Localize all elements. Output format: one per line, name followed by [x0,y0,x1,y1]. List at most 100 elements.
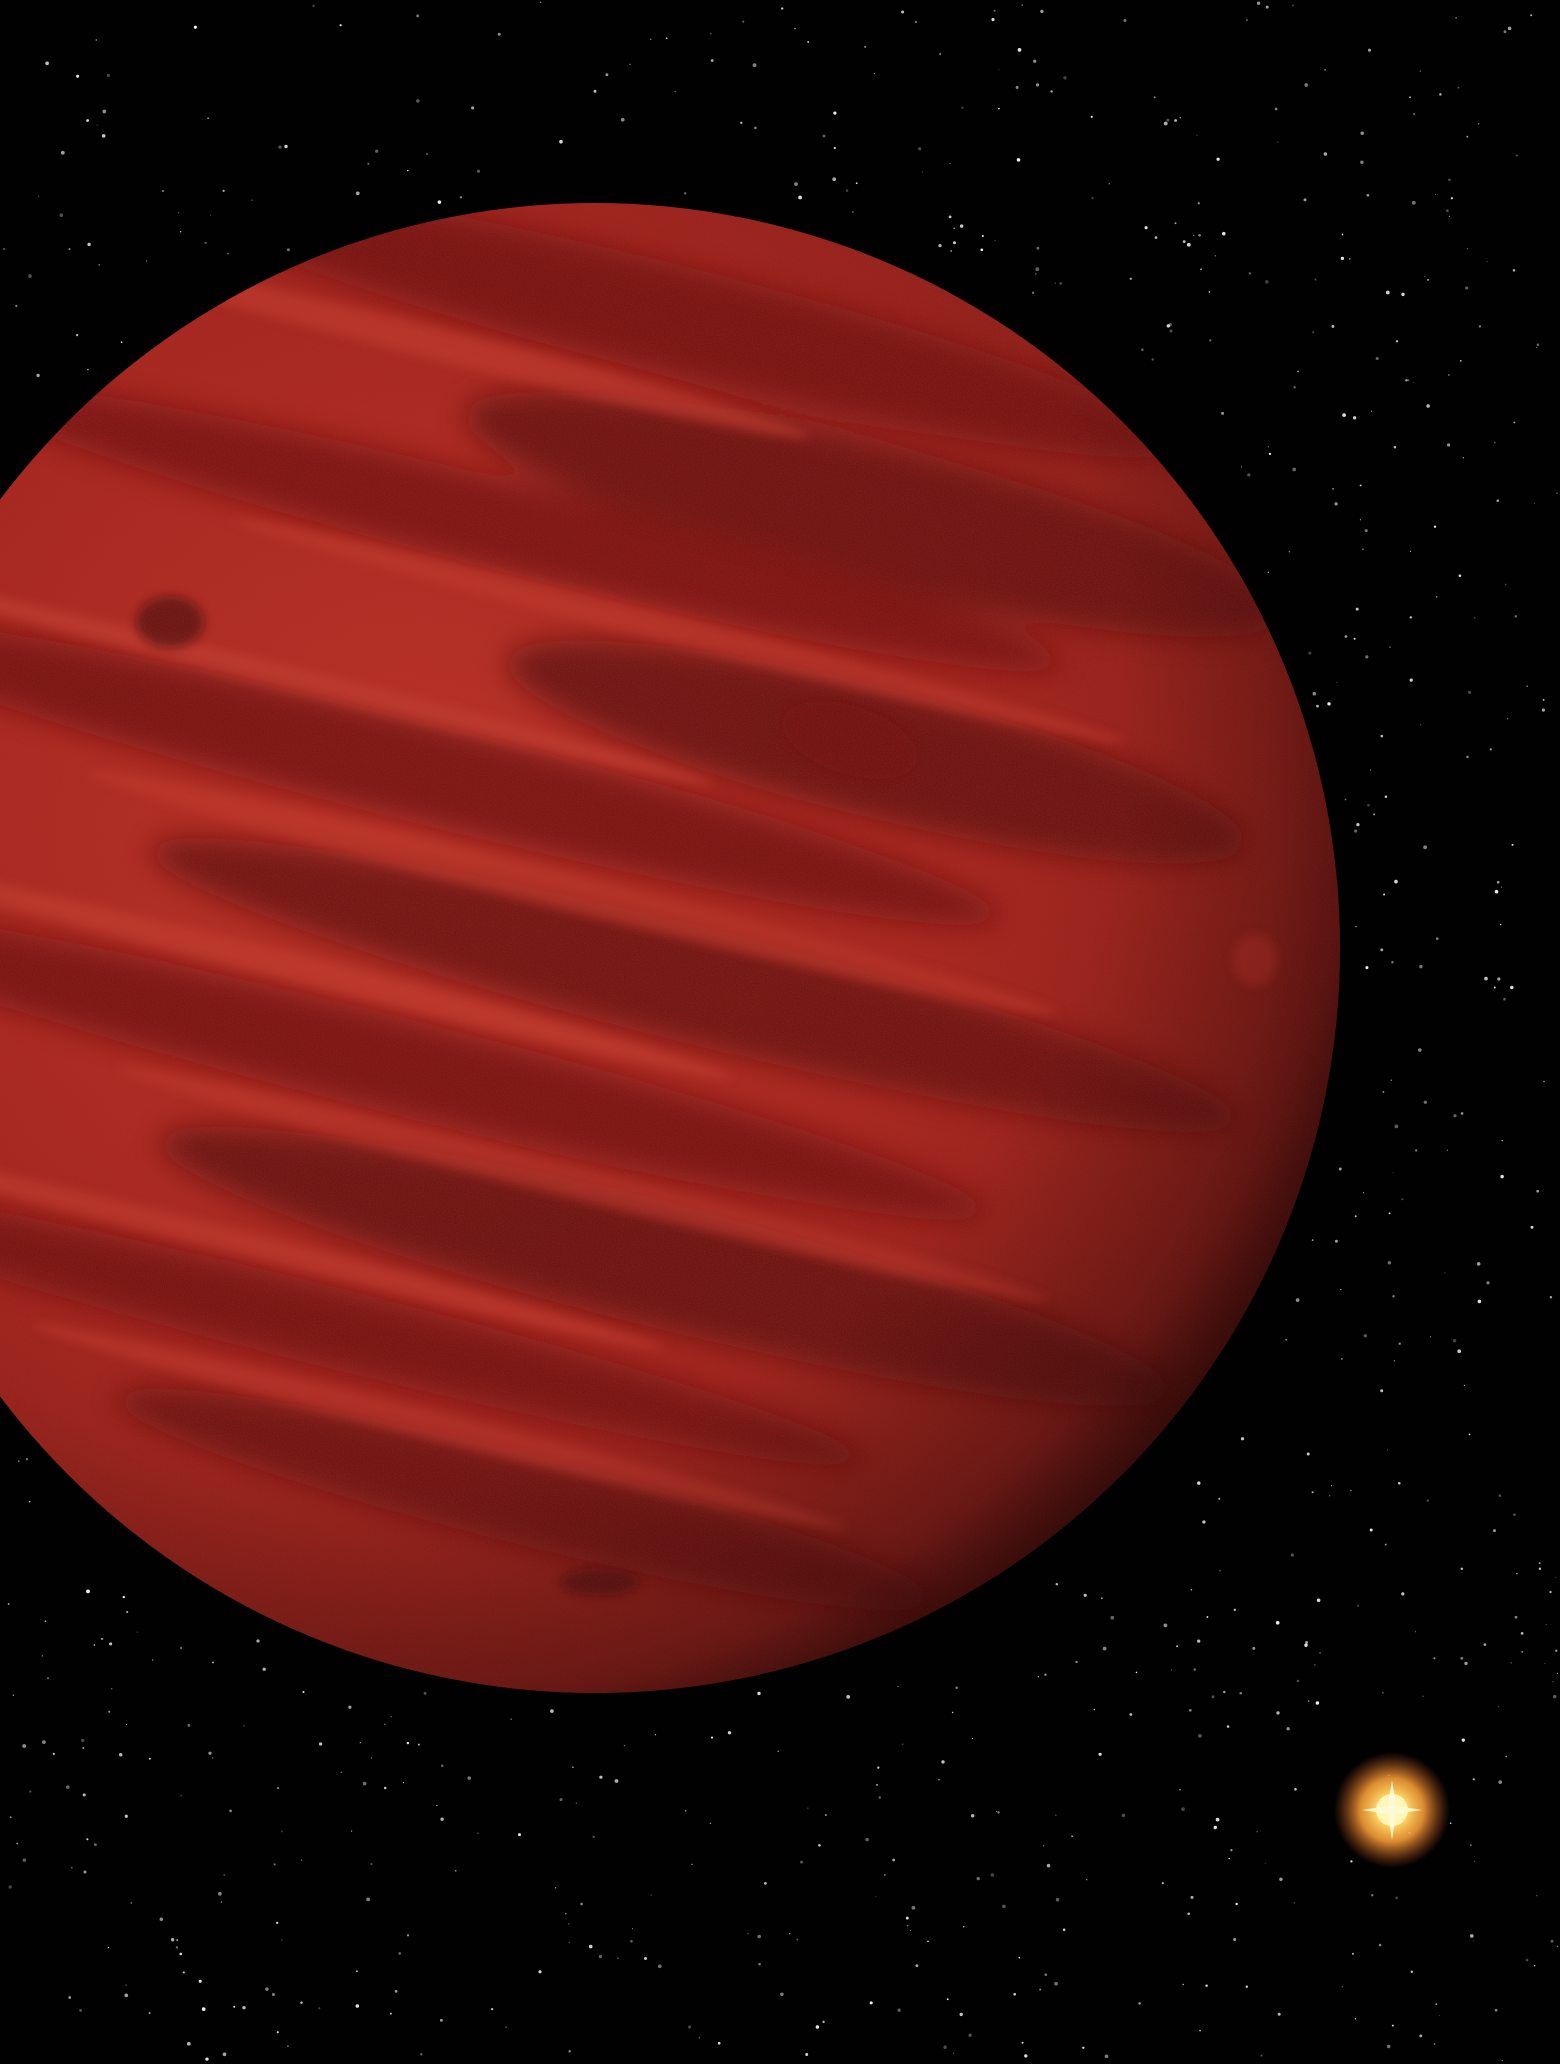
star-speck [1498,1494,1502,1497]
star-speck [205,2057,209,2061]
star-speck [1413,113,1416,116]
star-speck [1398,1482,1401,1485]
star-speck [1513,421,1516,424]
star-speck [75,333,79,337]
star-speck [312,4,315,8]
star-speck [125,1984,127,1986]
star-speck [1228,1857,1230,1860]
star-speck [1504,583,1507,586]
star-speck [1477,1299,1482,1304]
star-speck [1170,1669,1173,1671]
star-speck [1340,1288,1342,1291]
star-speck [855,182,858,185]
star-speck [1392,1172,1394,1174]
star-speck [102,109,107,114]
star-speck [939,53,941,55]
star-speck [822,134,826,138]
star-speck [915,1964,919,1967]
star-speck [555,1887,557,1889]
star-speck [742,20,745,23]
star-speck [1423,1100,1427,1104]
star-speck [1514,1615,1518,1619]
star-speck [68,248,71,251]
star-speck [1213,1825,1218,1830]
star-speck [1520,1632,1524,1635]
star-speck [3,247,6,251]
star-speck [1198,233,1201,237]
star-speck [406,1934,410,1937]
star-speck [186,2041,191,2046]
star-speck [95,39,97,41]
star-speck [564,1912,567,1915]
star-speck [1332,488,1334,490]
star-speck [1293,1902,1295,1904]
star-speck [953,227,955,229]
star-speck [1365,966,1369,970]
star-speck [52,1752,55,1755]
star-speck [148,1757,151,1760]
star-speck [1016,158,1021,162]
star-speck [1410,550,1412,552]
star-speck [1182,1983,1184,1986]
star-speck [717,2041,721,2045]
star-speck [1275,1621,1280,1625]
star-speck [1305,1641,1309,1644]
star-speck [1197,1639,1201,1643]
star-speck [877,1766,880,1769]
star-speck [1110,1615,1115,1620]
star-speck [575,1802,578,1804]
star-speck [1380,948,1384,952]
star-speck [209,214,212,216]
star-speck [1426,404,1430,408]
star-speck [710,33,712,35]
star-speck [1296,1679,1300,1683]
star-speck [1420,724,1422,726]
star-speck [1036,246,1040,250]
star-speck [869,2001,873,2005]
star-speck [419,2052,423,2056]
star-speck [1429,1336,1432,1338]
star-speck [1473,1860,1476,1863]
star-speck [1446,209,1449,213]
star-speck [318,1742,323,1746]
star-speck [1458,574,1462,577]
star-speck [1369,1528,1373,1532]
star-speck [1555,1649,1558,1652]
star-speck [805,2053,809,2056]
star-speck [1367,803,1370,807]
star-speck [1493,986,1496,989]
star-speck [1550,1939,1554,1943]
star-speck [281,1830,284,1833]
star-speck [1104,2054,1109,2059]
star-speck [1448,215,1450,217]
star-speck [1370,410,1373,412]
star-speck [223,1873,226,1876]
star-speck [780,1992,784,1997]
star-speck [1448,374,1450,376]
star-speck [87,242,91,247]
star-speck [1386,2044,1391,2049]
star-speck [1344,798,1347,801]
star-speck [1295,1298,1300,1302]
star-speck [1121,1813,1126,1818]
star-speck [1556,1672,1558,1674]
star-speck [152,1659,154,1661]
star-speck [1541,708,1545,712]
star-speck [1308,651,1312,655]
star-speck [1463,1384,1466,1387]
star-speck [1334,502,1338,506]
star-speck [927,1940,929,1943]
star-speck [1331,324,1335,328]
star-speck [176,1939,179,1942]
star-speck [1365,655,1369,659]
star-speck [1422,1695,1424,1697]
star-speck [1090,115,1093,118]
star-speck [688,2025,692,2029]
star-speck [1179,117,1182,119]
star-speck [884,1874,886,1876]
star-speck [278,145,282,149]
star-speck [1055,1814,1057,1816]
star-speck [277,1787,280,1790]
star-speck [1512,269,1516,272]
star-speck [1247,473,1251,477]
